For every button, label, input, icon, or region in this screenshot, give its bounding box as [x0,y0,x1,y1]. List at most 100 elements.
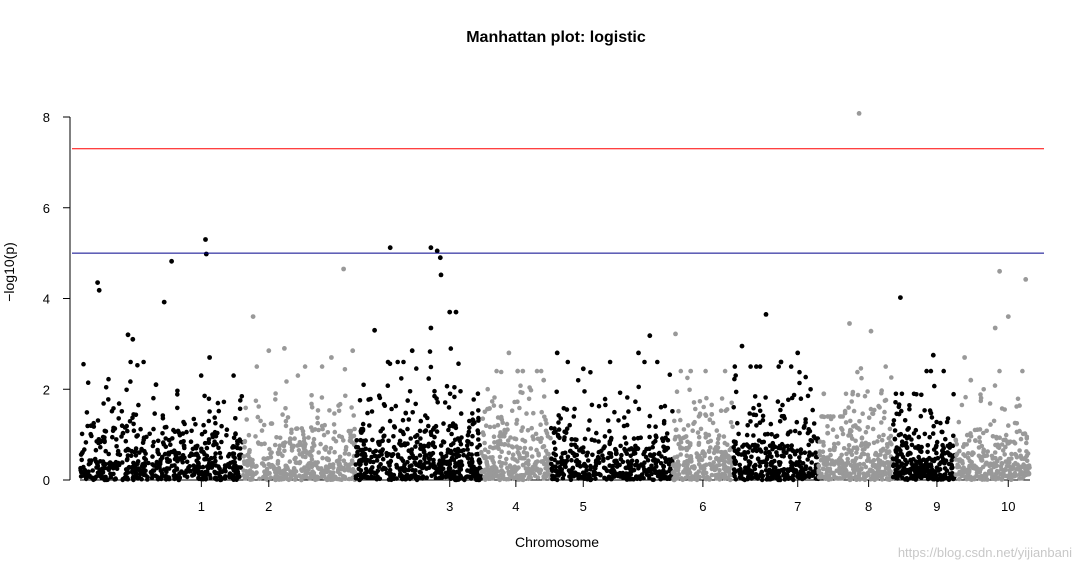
data-point [316,427,321,433]
data-point [891,418,897,423]
data-point [526,466,531,472]
data-point [994,436,999,441]
peak-point [372,327,377,333]
data-point [180,459,185,465]
data-point [928,410,934,416]
data-point [813,454,819,460]
data-point [857,427,862,432]
data-point [405,398,411,403]
data-point [276,451,281,457]
data-point [676,408,681,414]
data-point [406,417,412,422]
data-point [716,436,721,442]
data-point [476,458,482,464]
data-point [107,461,112,467]
data-point [588,370,593,375]
data-point [831,445,837,451]
data-point [448,346,454,351]
data-point [705,439,711,445]
data-point [871,440,877,446]
data-point [918,459,923,465]
data-point [467,460,472,466]
data-point [89,433,94,439]
data-point [809,438,815,444]
data-point [813,450,818,456]
data-point [797,380,802,386]
peak-point [1023,277,1029,282]
data-point [733,373,738,378]
data-point [995,444,1001,450]
data-point [714,463,720,469]
data-point [315,415,320,421]
data-point [918,449,923,454]
peak-point [795,350,801,356]
data-point [174,466,180,471]
data-point [904,436,910,441]
data-point [899,462,905,468]
data-point [524,453,530,458]
data-point [951,433,956,439]
data-point [81,361,86,367]
data-point [309,405,315,410]
data-point [206,437,212,442]
data-point [498,432,503,437]
data-point [774,433,780,439]
data-point [879,477,885,482]
data-point [214,475,219,481]
data-point [574,471,580,477]
data-point [108,474,114,480]
data-point [803,420,808,425]
peak-point [434,248,440,254]
data-point [409,448,414,453]
peak-point [207,355,213,360]
data-point [342,451,348,456]
data-point [731,444,736,450]
data-point [578,464,583,469]
data-point [688,454,693,460]
data-point [795,448,800,454]
data-point [509,408,515,414]
data-point [883,471,889,477]
data-point [628,453,633,459]
data-point [577,448,582,453]
data-point [162,451,168,457]
data-point [100,434,106,440]
data-point [849,475,854,481]
data-point [824,461,829,467]
data-point [289,430,294,436]
data-point [351,413,357,418]
data-point [843,467,848,473]
data-point [831,462,837,467]
data-point [552,446,558,452]
data-point [181,439,186,444]
data-point [685,375,690,381]
data-point [397,438,403,444]
data-point [367,423,372,428]
data-point [253,434,258,439]
data-point [514,444,520,450]
data-point [819,471,824,477]
data-point [918,413,924,419]
data-point [216,464,221,469]
data-point [255,414,261,420]
data-point [300,454,306,459]
data-point [781,446,786,452]
data-point [215,400,221,406]
data-point [989,453,995,459]
data-point [203,475,208,481]
peak-point [1005,314,1011,319]
data-point [738,466,743,472]
data-point [490,455,495,460]
data-point [947,475,952,481]
data-point [206,418,212,424]
data-point [886,477,891,482]
data-point [426,465,432,471]
data-point [828,452,833,458]
data-point [432,393,437,399]
data-point [432,434,437,440]
peak-point [997,268,1002,274]
data-point [172,463,177,468]
data-point [319,395,325,400]
data-point [443,470,449,476]
data-point [332,449,337,455]
